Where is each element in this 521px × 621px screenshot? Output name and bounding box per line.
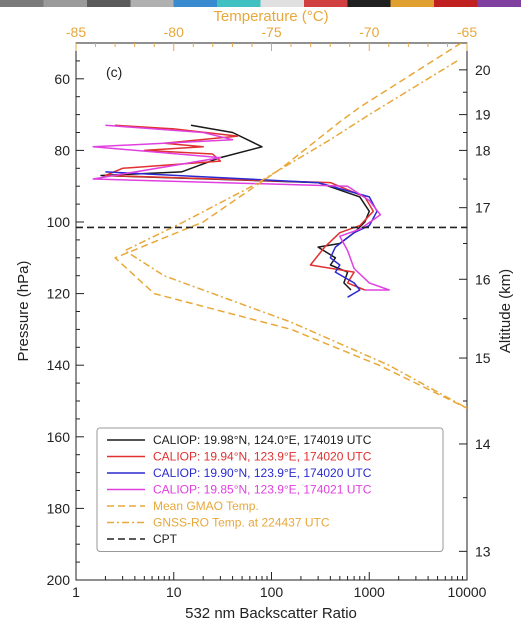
- legend-entry: CALIOP: 19.94°N, 123.9°E, 174020 UTC: [153, 450, 372, 464]
- series-line-5: [114, 43, 467, 409]
- top-color-strip: [0, 0, 521, 7]
- top-axis-title: Temperature (°C): [213, 8, 328, 25]
- series-line-3: [105, 171, 378, 298]
- top-tick-label: -85: [66, 24, 86, 40]
- right-tick-label: 15: [475, 350, 491, 366]
- legend-entry: CPT: [153, 532, 178, 546]
- x-tick-label: 10: [166, 584, 182, 600]
- y-tick-label: 100: [47, 214, 71, 230]
- legend-entry: CALIOP: 19.85°N, 123.9°E, 174021 UTC: [153, 483, 372, 497]
- series-line-6: [124, 60, 467, 409]
- top-tick-label: -70: [359, 24, 379, 40]
- y-tick-label: 200: [47, 572, 71, 588]
- x-axis-title: 532 nm Backscatter Ratio: [185, 605, 357, 621]
- right-axis-title: Altitude (km): [497, 269, 514, 353]
- legend-entry: CALIOP: 19.90°N, 123.9°E, 174020 UTC: [153, 466, 372, 480]
- right-tick-label: 17: [475, 200, 491, 216]
- x-tick-label: 100: [260, 584, 284, 600]
- x-tick-label: 1000: [354, 584, 385, 600]
- top-tick-label: -80: [164, 24, 184, 40]
- series-line-1: [100, 124, 371, 291]
- legend-box: [96, 427, 444, 552]
- right-tick-label: 19: [475, 107, 491, 123]
- right-tick-label: 14: [475, 436, 491, 452]
- top-tick-label: -75: [261, 24, 281, 40]
- y-tick-label: 60: [54, 71, 70, 87]
- x-tick-label: 1: [72, 584, 80, 600]
- y-tick-label: 160: [47, 429, 71, 445]
- y-tick-label: 120: [47, 286, 71, 302]
- x-tick-label: 10000: [448, 584, 487, 600]
- legend-entry: Mean GMAO Temp.: [153, 499, 259, 513]
- legend-entry: CALIOP: 19.98°N, 124.0°E, 174019 UTC: [153, 433, 372, 447]
- right-tick-label: 13: [475, 543, 491, 559]
- top-tick-label: -65: [457, 24, 477, 40]
- y-tick-label: 80: [54, 142, 70, 158]
- legend-entry: GNSS-RO Temp. at 224437 UTC: [153, 516, 330, 530]
- right-tick-label: 18: [475, 142, 491, 158]
- y-tick-label: 140: [47, 357, 71, 373]
- y-axis-title: Pressure (hPa): [15, 261, 32, 362]
- right-tick-label: 20: [475, 62, 491, 78]
- series-line-2: [104, 124, 375, 291]
- right-tick-label: 16: [475, 271, 491, 287]
- series-line-4: [92, 124, 390, 291]
- y-tick-label: 180: [47, 500, 71, 516]
- panel-label: (c): [106, 64, 122, 80]
